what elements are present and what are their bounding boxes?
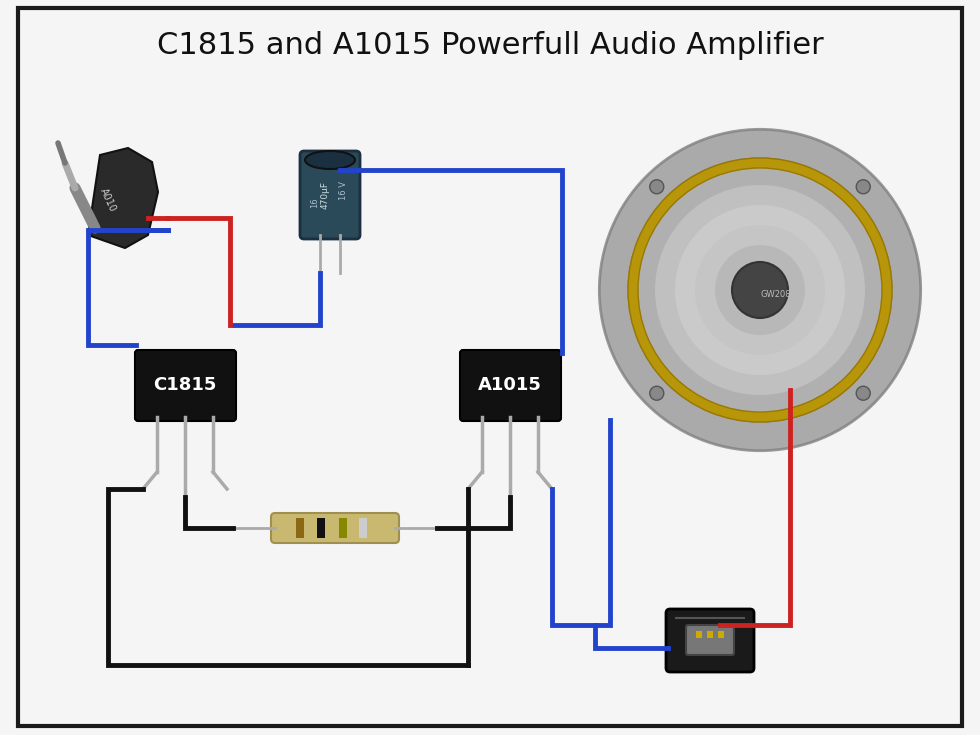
Circle shape: [857, 386, 870, 401]
FancyBboxPatch shape: [666, 609, 754, 672]
Polygon shape: [88, 148, 158, 248]
Wedge shape: [628, 158, 892, 422]
Circle shape: [650, 180, 663, 194]
Text: A010: A010: [98, 187, 118, 213]
Ellipse shape: [305, 151, 355, 169]
Text: C1815 and A1015 Powerfull Audio Amplifier: C1815 and A1015 Powerfull Audio Amplifie…: [157, 30, 823, 60]
Bar: [718, 631, 724, 638]
Text: 470µF: 470µF: [320, 181, 329, 209]
Circle shape: [675, 205, 845, 375]
Circle shape: [732, 262, 788, 318]
Wedge shape: [600, 130, 920, 450]
Text: C1815: C1815: [153, 376, 217, 394]
Bar: [696, 631, 702, 638]
Circle shape: [695, 225, 825, 355]
Bar: [296, 518, 304, 538]
Circle shape: [632, 162, 888, 418]
Circle shape: [715, 245, 805, 335]
FancyBboxPatch shape: [135, 350, 236, 421]
Bar: [359, 518, 367, 538]
Bar: [339, 518, 347, 538]
Text: GW2080: GW2080: [760, 290, 796, 298]
Circle shape: [650, 386, 663, 401]
FancyBboxPatch shape: [686, 625, 734, 655]
Circle shape: [857, 180, 870, 194]
Bar: [707, 631, 713, 638]
Circle shape: [732, 262, 788, 318]
FancyBboxPatch shape: [271, 513, 399, 543]
Bar: [317, 518, 325, 538]
Text: 16: 16: [311, 198, 319, 208]
Circle shape: [600, 130, 920, 450]
Text: 16 V: 16 V: [338, 181, 348, 199]
FancyBboxPatch shape: [460, 350, 561, 421]
Circle shape: [655, 185, 865, 395]
FancyBboxPatch shape: [300, 151, 360, 239]
Text: A1015: A1015: [478, 376, 542, 394]
